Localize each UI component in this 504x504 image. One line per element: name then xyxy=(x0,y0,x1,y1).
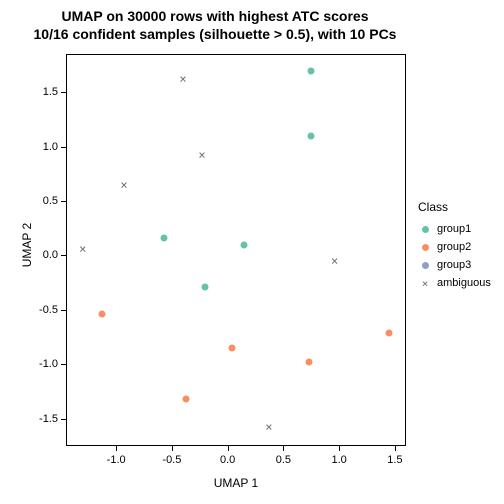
y-tick-label: 1.0 xyxy=(32,141,58,153)
data-point-ambiguous: × xyxy=(198,149,205,161)
dot-icon xyxy=(418,226,432,233)
legend-item-ambiguous: × ambiguous xyxy=(418,274,491,292)
legend-item-group1: group1 xyxy=(418,220,491,238)
x-tick-mark xyxy=(339,446,340,451)
data-point-ambiguous: × xyxy=(79,243,86,255)
y-tick-label: -1.0 xyxy=(32,358,58,370)
x-tick-mark xyxy=(172,446,173,451)
legend-label: group3 xyxy=(437,259,471,271)
legend-label: ambiguous xyxy=(437,277,491,289)
data-point-group1 xyxy=(202,284,209,291)
chart-title: UMAP on 30000 rows with highest ATC scor… xyxy=(0,8,430,43)
x-tick-mark xyxy=(283,446,284,451)
data-point-group2 xyxy=(386,329,393,336)
data-point-group2 xyxy=(306,359,313,366)
dot-icon xyxy=(418,262,432,269)
legend-title: Class xyxy=(418,200,491,214)
data-point-group1 xyxy=(161,235,168,242)
x-tick-mark xyxy=(395,446,396,451)
x-axis-label: UMAP 1 xyxy=(66,476,406,490)
y-tick-label: -0.5 xyxy=(32,304,58,316)
x-tick-mark xyxy=(228,446,229,451)
legend-item-group2: group2 xyxy=(418,238,491,256)
y-axis-label: UMAP 2 xyxy=(20,215,34,275)
data-point-ambiguous: × xyxy=(120,179,127,191)
y-tick-mark xyxy=(61,147,66,148)
data-point-group2 xyxy=(98,311,105,318)
x-tick-label: 1.0 xyxy=(331,454,346,466)
y-tick-label: 0.0 xyxy=(32,249,58,261)
data-point-group2 xyxy=(183,396,190,403)
data-point-ambiguous: × xyxy=(331,255,338,267)
x-tick-label: 0.5 xyxy=(276,454,291,466)
y-tick-mark xyxy=(61,92,66,93)
legend-label: group1 xyxy=(437,223,471,235)
x-tick-label: 1.5 xyxy=(387,454,402,466)
y-tick-mark xyxy=(61,419,66,420)
data-point-group1 xyxy=(308,68,315,75)
cross-icon: × xyxy=(418,277,432,290)
data-point-ambiguous: × xyxy=(265,421,272,433)
plot-area xyxy=(66,54,406,446)
y-tick-label: -1.5 xyxy=(32,413,58,425)
y-tick-mark xyxy=(61,310,66,311)
x-tick-mark xyxy=(116,446,117,451)
title-line-1: UMAP on 30000 rows with highest ATC scor… xyxy=(61,8,368,24)
legend: Class group1 group2 group3 × ambiguous xyxy=(418,200,491,292)
data-point-group1 xyxy=(308,132,315,139)
legend-item-group3: group3 xyxy=(418,256,491,274)
x-tick-label: -1.0 xyxy=(107,454,126,466)
data-point-group1 xyxy=(241,241,248,248)
dot-icon xyxy=(418,244,432,251)
x-tick-label: -0.5 xyxy=(162,454,181,466)
title-line-2: 10/16 confident samples (silhouette > 0.… xyxy=(34,26,397,42)
y-tick-label: 0.5 xyxy=(32,195,58,207)
y-tick-label: 1.5 xyxy=(32,86,58,98)
data-point-ambiguous: × xyxy=(179,73,186,85)
x-tick-label: 0.0 xyxy=(220,454,235,466)
data-point-group2 xyxy=(229,345,236,352)
y-tick-mark xyxy=(61,201,66,202)
legend-label: group2 xyxy=(437,241,471,253)
y-tick-mark xyxy=(61,255,66,256)
y-tick-mark xyxy=(61,364,66,365)
